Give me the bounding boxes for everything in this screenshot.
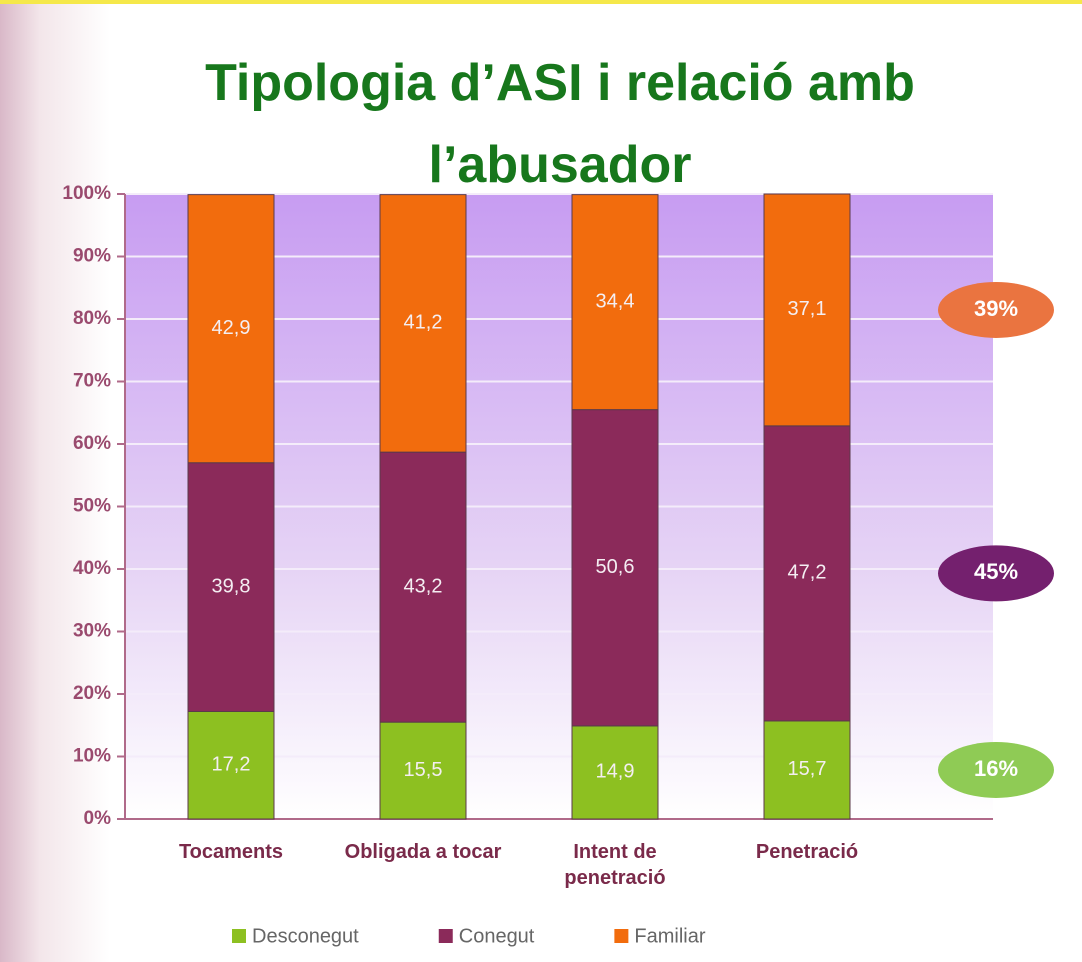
legend-label: Desconegut: [252, 925, 359, 947]
data-label: 14,9: [596, 761, 635, 783]
bar-segment: [571, 409, 659, 727]
legend-swatch: [438, 929, 453, 943]
y-tick-label: 100%: [62, 183, 111, 204]
x-tick-label: Penetració: [755, 841, 859, 863]
annotation-badge: [938, 281, 1054, 338]
annotation: 39%: [974, 296, 1018, 321]
legend-swatch: [614, 929, 629, 943]
y-tick-label: 50%: [73, 496, 111, 517]
x-tick-label: Obligada a tocar: [344, 841, 502, 863]
bar-segment: [187, 194, 275, 464]
x-tick-label: Tocaments: [178, 841, 284, 863]
y-tick-label: 20%: [73, 683, 111, 704]
data-label: 39,8: [212, 575, 251, 597]
legend-label: Familiar: [634, 925, 705, 947]
annotation: 45%: [974, 559, 1018, 584]
y-tick-label: 10%: [73, 746, 111, 767]
y-tick-label: 80%: [73, 308, 111, 329]
data-label: 37,1: [788, 298, 827, 320]
data-label: 47,2: [788, 562, 827, 584]
bar-segment: [763, 193, 851, 427]
data-label: 50,6: [596, 556, 635, 578]
data-label: 17,2: [212, 754, 251, 776]
bar-segment: [571, 725, 659, 820]
y-tick-label: 60%: [73, 433, 111, 454]
y-tick-label: 70%: [73, 371, 111, 392]
y-tick-label: 30%: [73, 621, 111, 642]
bar-segment: [379, 721, 467, 820]
annotation-badge: [938, 545, 1054, 602]
y-tick-label: 90%: [73, 246, 111, 267]
data-label: 15,7: [788, 758, 827, 780]
x-tick-label: Intent de penetració: [564, 841, 666, 889]
bar-segment: [571, 194, 659, 411]
legend-label: Conegut: [459, 925, 535, 947]
data-label: 34,4: [596, 290, 635, 312]
annotation-badge: [938, 741, 1054, 798]
data-label: 42,9: [212, 317, 251, 339]
chart: 0% 10% 20% 30% 40% 50% 60% 70% 80% 90% 100% 17,2 39,…: [62, 183, 1054, 947]
bar-segment: [379, 194, 467, 453]
y-tick-label: 0%: [84, 808, 112, 829]
bar-segment: [187, 462, 275, 712]
data-label: 15,5: [404, 759, 443, 781]
chart-title: Tipologia d’ASI i relació amb l’abusador: [205, 54, 915, 194]
data-label: 43,2: [404, 575, 443, 597]
annotation: 16%: [974, 756, 1018, 781]
bar-segment: [379, 451, 467, 723]
bar-segment: [763, 425, 851, 722]
legend-swatch: [232, 929, 246, 943]
y-tick-label: 40%: [73, 558, 111, 579]
data-label: 41,2: [404, 312, 443, 334]
bar-segment: [187, 711, 275, 820]
